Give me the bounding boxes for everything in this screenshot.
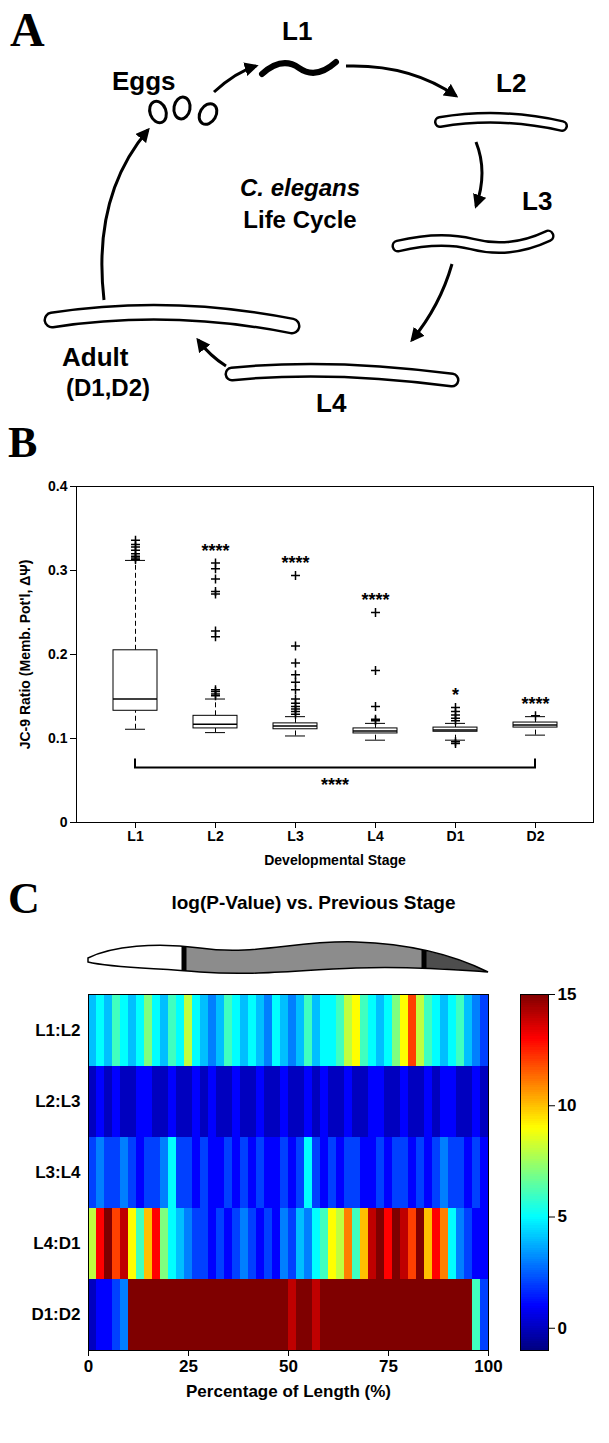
svg-text:*: * (452, 685, 459, 705)
svg-text:0: 0 (60, 814, 68, 830)
svg-text:Percentage of Length (%): Percentage of Length (%) (186, 1382, 391, 1401)
svg-text:L4: L4 (367, 828, 384, 844)
svg-text:Developmental Stage: Developmental Stage (264, 852, 406, 868)
svg-text:A: A (10, 3, 45, 56)
svg-text:JC-9 Ratio (Memb. Pot'l, ΔΨ): JC-9 Ratio (Memb. Pot'l, ΔΨ) (17, 560, 33, 750)
svg-text:L3:L4: L3:L4 (35, 1163, 81, 1182)
svg-text:L4: L4 (316, 388, 347, 418)
svg-text:****: **** (361, 590, 389, 610)
svg-text:L2: L2 (496, 68, 526, 98)
svg-text:D1: D1 (447, 828, 465, 844)
svg-text:****: **** (201, 541, 229, 561)
svg-text:D2: D2 (527, 828, 545, 844)
svg-text:C. elegans: C. elegans (240, 174, 360, 201)
svg-text:L1:L2: L1:L2 (35, 1021, 80, 1040)
svg-text:****: **** (521, 694, 549, 714)
svg-text:****: **** (281, 553, 309, 573)
svg-text:L1: L1 (282, 16, 312, 46)
svg-text:0: 0 (558, 1319, 567, 1338)
svg-text:L3: L3 (287, 828, 304, 844)
svg-text:L2: L2 (207, 828, 224, 844)
svg-text:0.3: 0.3 (48, 562, 68, 578)
svg-text:100: 100 (474, 1357, 502, 1376)
svg-text:0.4: 0.4 (48, 478, 68, 494)
svg-text:10: 10 (558, 1096, 577, 1115)
svg-text:L2:L3: L2:L3 (35, 1092, 80, 1111)
svg-text:Eggs: Eggs (112, 66, 176, 96)
svg-text:5: 5 (558, 1207, 567, 1226)
svg-text:Life Cycle: Life Cycle (243, 206, 356, 233)
svg-text:(D1,D2): (D1,D2) (66, 374, 150, 401)
html-text:log(P-Value) vs. Previous Stag: log(P-Value) vs. Previous Stage (171, 892, 456, 913)
svg-text:L1: L1 (127, 828, 144, 844)
svg-text:15: 15 (558, 986, 577, 1004)
svg-text:0.1: 0.1 (48, 730, 68, 746)
svg-text:Adult: Adult (62, 342, 129, 372)
html-text:C: C (8, 874, 40, 923)
svg-text:0.2: 0.2 (48, 646, 68, 662)
svg-text:0: 0 (84, 1357, 93, 1376)
svg-text:****: **** (321, 775, 349, 795)
svg-text:L3: L3 (522, 186, 552, 216)
svg-text:25: 25 (179, 1357, 198, 1376)
svg-text:L4:D1: L4:D1 (33, 1234, 80, 1253)
svg-text:50: 50 (279, 1357, 298, 1376)
svg-text:D1:D2: D1:D2 (31, 1305, 80, 1324)
svg-text:75: 75 (379, 1357, 398, 1376)
html-text:B: B (8, 418, 38, 467)
